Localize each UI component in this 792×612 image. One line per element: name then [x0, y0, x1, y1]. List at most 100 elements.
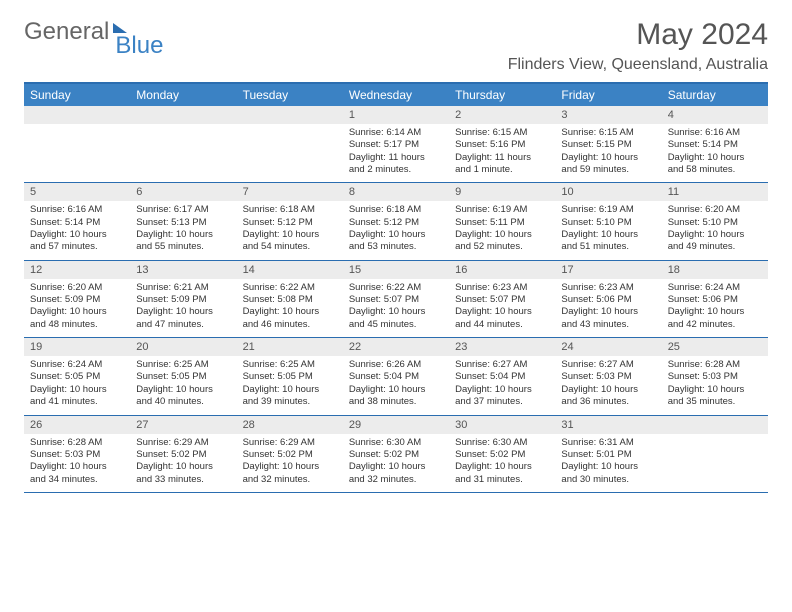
sunrise-line: Sunrise: 6:24 AM — [30, 359, 124, 371]
daylight-line: Daylight: 10 hours and 32 minutes. — [349, 461, 443, 486]
sunrise-line: Sunrise: 6:18 AM — [243, 204, 337, 216]
sunset-line: Sunset: 5:12 PM — [243, 217, 337, 229]
calendar-day-cell: 31Sunrise: 6:31 AMSunset: 5:01 PMDayligh… — [555, 415, 661, 492]
sunrise-line: Sunrise: 6:18 AM — [349, 204, 443, 216]
daylight-line: Daylight: 10 hours and 46 minutes. — [243, 306, 337, 331]
day-details: Sunrise: 6:22 AMSunset: 5:07 PMDaylight:… — [343, 279, 449, 337]
sunrise-line: Sunrise: 6:20 AM — [668, 204, 762, 216]
calendar-day-cell: 30Sunrise: 6:30 AMSunset: 5:02 PMDayligh… — [449, 415, 555, 492]
day-details: Sunrise: 6:24 AMSunset: 5:06 PMDaylight:… — [662, 279, 768, 337]
daylight-line: Daylight: 10 hours and 49 minutes. — [668, 229, 762, 254]
weekday-header-row: SundayMondayTuesdayWednesdayThursdayFrid… — [24, 83, 768, 106]
day-details: Sunrise: 6:25 AMSunset: 5:05 PMDaylight:… — [237, 356, 343, 414]
day-details: Sunrise: 6:15 AMSunset: 5:16 PMDaylight:… — [449, 124, 555, 182]
day-number: 20 — [130, 338, 236, 356]
day-number — [130, 106, 236, 124]
day-details: Sunrise: 6:14 AMSunset: 5:17 PMDaylight:… — [343, 124, 449, 182]
calendar-day-cell: 27Sunrise: 6:29 AMSunset: 5:02 PMDayligh… — [130, 415, 236, 492]
day-number: 11 — [662, 183, 768, 201]
sunrise-line: Sunrise: 6:28 AM — [668, 359, 762, 371]
month-title: May 2024 — [508, 18, 768, 52]
daylight-line: Daylight: 10 hours and 38 minutes. — [349, 384, 443, 409]
weekday-header: Wednesday — [343, 83, 449, 106]
sunset-line: Sunset: 5:07 PM — [455, 294, 549, 306]
daylight-line: Daylight: 11 hours and 2 minutes. — [349, 152, 443, 177]
sunrise-line: Sunrise: 6:15 AM — [455, 127, 549, 139]
calendar-day-cell: 13Sunrise: 6:21 AMSunset: 5:09 PMDayligh… — [130, 260, 236, 337]
calendar-day-cell: 20Sunrise: 6:25 AMSunset: 5:05 PMDayligh… — [130, 338, 236, 415]
daylight-line: Daylight: 10 hours and 51 minutes. — [561, 229, 655, 254]
sunrise-line: Sunrise: 6:20 AM — [30, 282, 124, 294]
sunset-line: Sunset: 5:16 PM — [455, 139, 549, 151]
brand-part1: General — [24, 18, 109, 46]
day-number: 14 — [237, 261, 343, 279]
calendar-day-cell: 19Sunrise: 6:24 AMSunset: 5:05 PMDayligh… — [24, 338, 130, 415]
weekday-header: Thursday — [449, 83, 555, 106]
weekday-header: Friday — [555, 83, 661, 106]
sunrise-line: Sunrise: 6:23 AM — [561, 282, 655, 294]
day-details: Sunrise: 6:23 AMSunset: 5:07 PMDaylight:… — [449, 279, 555, 337]
calendar-day-cell: 6Sunrise: 6:17 AMSunset: 5:13 PMDaylight… — [130, 183, 236, 260]
day-details — [237, 124, 343, 170]
daylight-line: Daylight: 10 hours and 37 minutes. — [455, 384, 549, 409]
sunset-line: Sunset: 5:06 PM — [561, 294, 655, 306]
daylight-line: Daylight: 10 hours and 34 minutes. — [30, 461, 124, 486]
sunrise-line: Sunrise: 6:23 AM — [455, 282, 549, 294]
calendar-day-cell: 14Sunrise: 6:22 AMSunset: 5:08 PMDayligh… — [237, 260, 343, 337]
sunset-line: Sunset: 5:02 PM — [136, 449, 230, 461]
sunset-line: Sunset: 5:09 PM — [136, 294, 230, 306]
day-number: 17 — [555, 261, 661, 279]
daylight-line: Daylight: 10 hours and 59 minutes. — [561, 152, 655, 177]
calendar-day-cell: 23Sunrise: 6:27 AMSunset: 5:04 PMDayligh… — [449, 338, 555, 415]
calendar-empty-cell — [24, 106, 130, 183]
calendar-day-cell: 29Sunrise: 6:30 AMSunset: 5:02 PMDayligh… — [343, 415, 449, 492]
daylight-line: Daylight: 10 hours and 40 minutes. — [136, 384, 230, 409]
calendar-table: SundayMondayTuesdayWednesdayThursdayFrid… — [24, 82, 768, 493]
day-details: Sunrise: 6:29 AMSunset: 5:02 PMDaylight:… — [237, 434, 343, 492]
sunset-line: Sunset: 5:03 PM — [668, 371, 762, 383]
calendar-day-cell: 10Sunrise: 6:19 AMSunset: 5:10 PMDayligh… — [555, 183, 661, 260]
sunset-line: Sunset: 5:11 PM — [455, 217, 549, 229]
daylight-line: Daylight: 10 hours and 36 minutes. — [561, 384, 655, 409]
calendar-day-cell: 2Sunrise: 6:15 AMSunset: 5:16 PMDaylight… — [449, 106, 555, 183]
calendar-day-cell: 12Sunrise: 6:20 AMSunset: 5:09 PMDayligh… — [24, 260, 130, 337]
sunrise-line: Sunrise: 6:29 AM — [136, 437, 230, 449]
calendar-day-cell: 3Sunrise: 6:15 AMSunset: 5:15 PMDaylight… — [555, 106, 661, 183]
day-details: Sunrise: 6:27 AMSunset: 5:04 PMDaylight:… — [449, 356, 555, 414]
calendar-day-cell: 28Sunrise: 6:29 AMSunset: 5:02 PMDayligh… — [237, 415, 343, 492]
sunset-line: Sunset: 5:15 PM — [561, 139, 655, 151]
sunset-line: Sunset: 5:03 PM — [561, 371, 655, 383]
sunrise-line: Sunrise: 6:28 AM — [30, 437, 124, 449]
calendar-empty-cell — [130, 106, 236, 183]
sunset-line: Sunset: 5:14 PM — [668, 139, 762, 151]
day-number: 30 — [449, 416, 555, 434]
day-number: 15 — [343, 261, 449, 279]
sunrise-line: Sunrise: 6:16 AM — [668, 127, 762, 139]
day-number: 27 — [130, 416, 236, 434]
day-details — [130, 124, 236, 170]
sunset-line: Sunset: 5:13 PM — [136, 217, 230, 229]
day-number: 2 — [449, 106, 555, 124]
day-number: 24 — [555, 338, 661, 356]
calendar-week-row: 26Sunrise: 6:28 AMSunset: 5:03 PMDayligh… — [24, 415, 768, 492]
day-number: 29 — [343, 416, 449, 434]
calendar-day-cell: 15Sunrise: 6:22 AMSunset: 5:07 PMDayligh… — [343, 260, 449, 337]
calendar-day-cell: 24Sunrise: 6:27 AMSunset: 5:03 PMDayligh… — [555, 338, 661, 415]
sunset-line: Sunset: 5:04 PM — [455, 371, 549, 383]
calendar-empty-cell — [662, 415, 768, 492]
sunset-line: Sunset: 5:02 PM — [455, 449, 549, 461]
daylight-line: Daylight: 10 hours and 33 minutes. — [136, 461, 230, 486]
day-number — [662, 416, 768, 434]
daylight-line: Daylight: 11 hours and 1 minute. — [455, 152, 549, 177]
day-details: Sunrise: 6:28 AMSunset: 5:03 PMDaylight:… — [24, 434, 130, 492]
day-details: Sunrise: 6:30 AMSunset: 5:02 PMDaylight:… — [343, 434, 449, 492]
calendar-day-cell: 8Sunrise: 6:18 AMSunset: 5:12 PMDaylight… — [343, 183, 449, 260]
sunrise-line: Sunrise: 6:22 AM — [349, 282, 443, 294]
sunrise-line: Sunrise: 6:30 AM — [349, 437, 443, 449]
day-details: Sunrise: 6:30 AMSunset: 5:02 PMDaylight:… — [449, 434, 555, 492]
day-details: Sunrise: 6:29 AMSunset: 5:02 PMDaylight:… — [130, 434, 236, 492]
daylight-line: Daylight: 10 hours and 52 minutes. — [455, 229, 549, 254]
day-number: 18 — [662, 261, 768, 279]
weekday-header: Saturday — [662, 83, 768, 106]
day-number — [237, 106, 343, 124]
